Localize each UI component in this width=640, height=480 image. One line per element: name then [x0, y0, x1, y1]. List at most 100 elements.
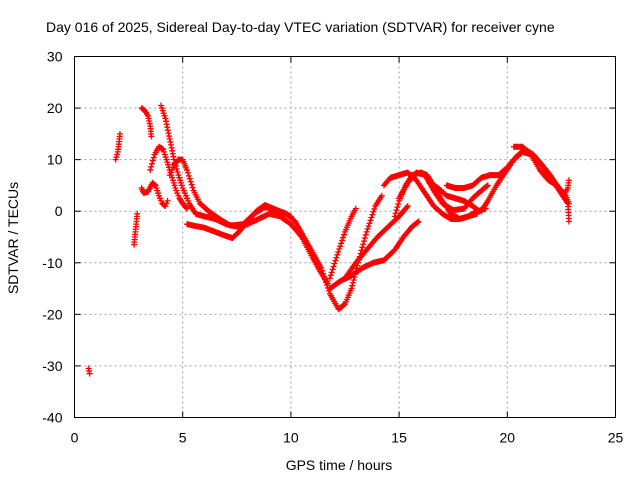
y-tick-label: 20 [47, 100, 63, 116]
y-axis-label: SDTVAR / TECUs [5, 182, 21, 294]
data-point [186, 175, 193, 182]
data-point [331, 260, 338, 267]
data-point [336, 246, 343, 253]
data-point [185, 172, 192, 179]
data-point [173, 165, 180, 172]
data-point [565, 177, 572, 184]
data-point [475, 207, 482, 214]
data-point [367, 217, 374, 224]
data-point [370, 208, 377, 215]
data-point [184, 166, 191, 173]
y-tick-label: -40 [42, 410, 62, 426]
data-point [189, 184, 196, 191]
data-point [365, 223, 372, 230]
data-point [330, 263, 337, 270]
data-point [483, 183, 490, 190]
data-point [323, 282, 330, 289]
data-point [322, 276, 329, 283]
data-point [134, 210, 141, 217]
x-tick-label: 20 [500, 430, 516, 446]
data-point [414, 219, 421, 226]
data-point [338, 240, 345, 247]
data-point [335, 248, 342, 255]
data-point [184, 169, 191, 176]
data-point [362, 231, 369, 238]
data-point [187, 178, 194, 185]
y-tick-label: 10 [47, 152, 63, 168]
grid [74, 56, 616, 418]
data-point [147, 166, 154, 173]
data-point [484, 182, 491, 189]
x-tick-label: 15 [391, 430, 407, 446]
axis-ticks: 0 5 10 15 20 25 -40 -30 -20 -10 0 10 20 30 [42, 49, 623, 446]
data-point [371, 205, 378, 212]
data-point [393, 207, 400, 214]
data-point [334, 251, 341, 258]
y-tick-label: 0 [55, 203, 63, 219]
data-point [151, 181, 158, 188]
data-point [364, 225, 371, 232]
data-point [395, 200, 402, 207]
x-tick-label: 0 [71, 430, 79, 446]
data-point [378, 192, 385, 199]
data-point [116, 130, 123, 137]
data-point [404, 203, 411, 210]
x-tick-label: 25 [608, 430, 624, 446]
data-point [164, 197, 171, 204]
x-axis-label: GPS time / hours [286, 457, 393, 473]
data-point [368, 214, 375, 221]
y-tick-label: -20 [42, 306, 62, 322]
data-point [323, 279, 330, 286]
data-point [321, 273, 328, 280]
data-point [348, 285, 355, 292]
data-point [333, 254, 340, 261]
data-point [361, 235, 368, 242]
data-point [148, 160, 155, 167]
data-point [332, 257, 339, 264]
y-tick-label: 30 [47, 49, 63, 65]
x-tick-label: 10 [283, 430, 299, 446]
data-point [360, 241, 367, 248]
data-point [358, 247, 365, 254]
data-point [148, 163, 155, 170]
data-point [320, 270, 327, 277]
data-point [326, 275, 333, 282]
data-point [565, 200, 572, 207]
y-tick-label: -30 [42, 358, 62, 374]
data-point [329, 266, 336, 273]
data-point [318, 264, 325, 271]
data-point [149, 157, 156, 164]
x-tick-label: 5 [179, 430, 187, 446]
data-point [369, 211, 376, 218]
data-point [184, 205, 191, 212]
chart-title: Day 016 of 2025, Sidereal Day-to-day VTE… [46, 19, 555, 35]
data-point [349, 282, 356, 289]
data-point [148, 133, 155, 140]
data-point [188, 181, 195, 188]
data-point [391, 213, 398, 220]
data-point [352, 205, 359, 212]
data-point [150, 154, 157, 161]
data-point [327, 272, 334, 279]
data-point [337, 243, 344, 250]
data-point [361, 238, 368, 245]
data-point [403, 204, 410, 211]
data-point [341, 231, 348, 238]
data-point [349, 279, 356, 286]
data-point [340, 234, 347, 241]
data-point [86, 370, 93, 377]
data-point [183, 204, 190, 211]
data-point [363, 228, 370, 235]
data-point [328, 269, 335, 276]
data-point [394, 204, 401, 211]
data-point [319, 267, 326, 274]
data-point [415, 218, 422, 225]
y-tick-label: -10 [42, 255, 62, 271]
data-point [392, 210, 399, 217]
plot-frame [74, 56, 616, 418]
data-point [359, 244, 366, 251]
data-points [85, 102, 572, 377]
data-point [350, 276, 357, 283]
data-point [174, 169, 181, 176]
